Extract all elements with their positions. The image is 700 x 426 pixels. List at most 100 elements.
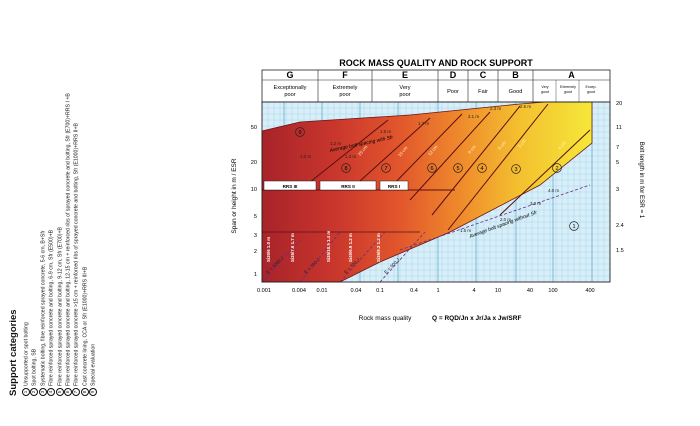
- x-tick-label: 0.4: [410, 288, 418, 294]
- thickness-label: 6 cm: [497, 140, 507, 151]
- category-number: 1: [572, 224, 575, 230]
- category-circle: [552, 163, 562, 173]
- x-tick-label: 0.004: [292, 288, 306, 294]
- thickness-label: 4 cm: [557, 140, 567, 151]
- y-right-tick-label: 1.5: [616, 248, 624, 254]
- category-boundary-line: [431, 105, 521, 216]
- class-letter-e: E: [402, 70, 408, 80]
- legend-item: 8 Cast concrete lining, CCA or Sfr (E1000…: [80, 146, 89, 396]
- rrs-arrow: [379, 180, 409, 191]
- category-boundary-line: [499, 129, 591, 216]
- chart-title: ROCK MASS QUALITY AND ROCK SUPPORT: [339, 58, 533, 68]
- category-circle: [295, 127, 305, 137]
- x-tick-label: 400: [585, 288, 594, 294]
- x-tick-label: 10: [495, 288, 501, 294]
- spacing-label: 2.1 m: [468, 114, 479, 119]
- legend-number: 1: [22, 388, 30, 396]
- legend-item: 6 Fibre reinforced sprayed concrete and b…: [63, 93, 72, 396]
- category-number: 2: [555, 166, 558, 172]
- legend-title: Support categories: [8, 309, 19, 396]
- class-header-frame: [261, 69, 611, 103]
- spacing-label: 1.0 m: [300, 154, 311, 159]
- legend-number: 4: [47, 388, 56, 396]
- rrs-label: RRS II: [341, 184, 355, 189]
- legend-text: Special evaluation: [90, 343, 97, 386]
- legend-text: Spot bolting, SB: [31, 348, 38, 386]
- energy-line: [299, 231, 341, 283]
- category-number: 4: [480, 166, 483, 172]
- x-tick-label: 1: [436, 288, 439, 294]
- legend-item: 5 Fibre reinforced sprayed concrete and b…: [55, 146, 64, 396]
- rrs-arrows: RRS III RRS II RRS I: [263, 180, 409, 191]
- legend-item: 1 Unsupported or spot bolting: [22, 146, 30, 396]
- class-letter-g: G: [286, 70, 293, 80]
- legend-item: 4 Fibre reinforced sprayed concrete and b…: [47, 146, 56, 396]
- y-left-tick-label: 3: [254, 233, 257, 239]
- category-number: 6: [430, 166, 433, 172]
- y-axis-left-ticks: 1 2 3 5 10 20 50: [251, 125, 257, 278]
- vertical-spacing-label: Si40/6.9 1.2 m: [348, 233, 353, 262]
- plot-frame: [261, 101, 611, 283]
- y-right-tick-label: 2.4: [616, 223, 624, 229]
- category-number: 7: [384, 166, 387, 172]
- legend-number: 3: [38, 388, 47, 396]
- vertical-spacing-label: Si35/9.3 1.2 m: [376, 233, 381, 262]
- legend-number: 7: [72, 388, 81, 396]
- category-circle: [427, 163, 437, 173]
- q-formula: Q = RQD/Jn x Jr/Ja x Jw/SRF: [432, 315, 521, 322]
- category-circle: [453, 163, 463, 173]
- x-tick-label: 0.04: [351, 288, 362, 294]
- y-right-tick-label: 3: [616, 187, 619, 193]
- legend-item: 3 Systematic bolting, fibre reinforced sp…: [38, 146, 47, 396]
- x-tick-label: 0.001: [257, 288, 271, 294]
- class-label: Very: [399, 85, 410, 91]
- category-circle: [381, 163, 391, 173]
- x-tick-label: 4: [472, 288, 475, 294]
- x-tick-label: 100: [548, 288, 557, 294]
- y-left-tick-label: 5: [254, 214, 257, 220]
- category-circle: [477, 163, 487, 173]
- y-right-tick-label: 5: [616, 160, 619, 166]
- legend-text: Fibre reinforced sprayed concrete and bo…: [56, 226, 63, 386]
- category-boundary-line: [387, 113, 463, 191]
- thickness-label: 15 cm: [397, 145, 409, 158]
- class-label: Extremely: [333, 85, 358, 91]
- category-boundary-line: [349, 117, 431, 191]
- spacing-label: 3.0 m: [530, 201, 541, 206]
- category-number: 9: [298, 130, 301, 136]
- class-letter-f: F: [342, 70, 348, 80]
- avg-without-line: [399, 184, 591, 251]
- class-letter-b: B: [512, 70, 519, 80]
- y-axis-right-label: Bolt length in m for ESR = 1: [638, 142, 645, 219]
- spacing-label: 1.3 m: [345, 154, 356, 159]
- legend-item: 7 Fibre reinforced sprayed concrete >15 c…: [72, 123, 81, 396]
- class-a-sublabel: Extremely: [560, 85, 576, 89]
- legend-number: 8: [80, 388, 89, 396]
- category-circle: [341, 163, 351, 173]
- class-label: poor: [339, 92, 350, 98]
- thickness-label: 5 cm: [517, 138, 527, 149]
- x-tick-label: 40: [527, 288, 533, 294]
- x-tick-label: 0.1: [376, 288, 384, 294]
- category-circle: [511, 164, 521, 174]
- x-axis-label: Rock mass quality: [359, 315, 412, 322]
- thickness-label: 12 cm: [427, 144, 439, 157]
- legend-number: 9: [89, 388, 97, 396]
- legend-text: Fibre reinforced sprayed concrete >15 cm…: [73, 123, 80, 386]
- rrs-label: RRS I: [388, 184, 400, 189]
- y-left-tick-label: 10: [251, 187, 257, 193]
- class-label: Poor: [447, 89, 459, 95]
- spacing-label: 1.5 m: [380, 129, 391, 134]
- y-left-tick-label: 1: [254, 272, 257, 278]
- spacing-label: 1.7 m: [418, 121, 429, 126]
- category-boundary-line: [447, 103, 549, 231]
- spacing-label: 2.3 m: [490, 106, 501, 111]
- rrs-arrow: [263, 180, 317, 191]
- energy-line: [261, 239, 301, 283]
- thickness-label: 9 cm: [467, 144, 477, 155]
- x-axis-ticks: 0.001 0.004 0.01 0.04 0.1 0.4 1 4 10 40 100 400: [257, 288, 595, 294]
- y-left-tick-label: 20: [251, 160, 257, 166]
- vertical-spacing-label: Si35/7.6 1.7 m: [290, 233, 295, 262]
- spacing-label: 2.5 m: [520, 104, 531, 109]
